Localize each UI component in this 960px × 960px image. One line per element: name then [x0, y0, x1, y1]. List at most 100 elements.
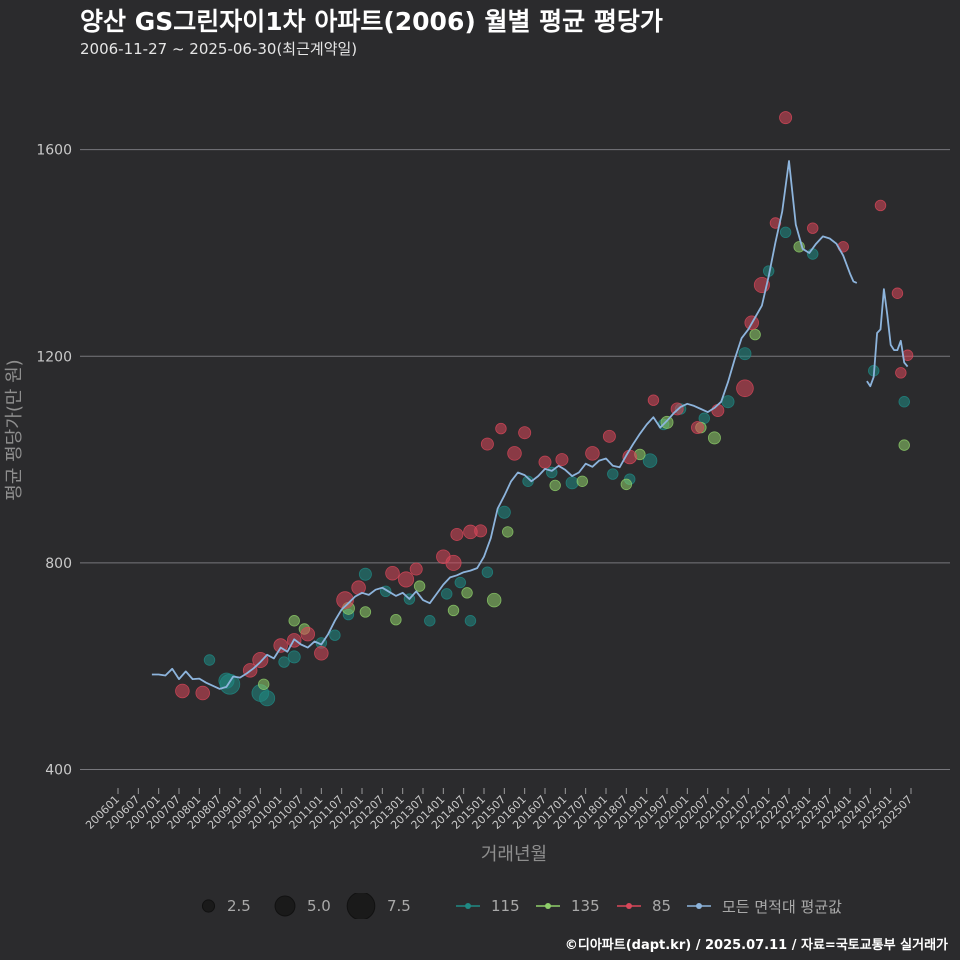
point-85	[175, 683, 190, 699]
legend-size-2.5: 2.5	[200, 893, 251, 919]
point-85	[336, 591, 354, 609]
point-115	[898, 396, 910, 408]
x-axis-ticks: 2006012006072007012007072008012008072009…	[83, 788, 915, 832]
point-115	[607, 468, 619, 480]
point-135	[707, 431, 721, 445]
point-115	[287, 650, 301, 664]
y-axis-title: 평균 평당가(만 원)	[4, 359, 25, 500]
point-115	[522, 475, 534, 487]
chart-subtitle: 2006-11-27 ~ 2025-06-30(최근계약일)	[80, 40, 358, 58]
legend-series-모든 면적대 평균값: 모든 면적대 평균값	[686, 893, 842, 919]
point-135	[898, 439, 910, 451]
point-115	[497, 505, 511, 519]
legend-size-label: 2.5	[227, 897, 251, 915]
point-85	[398, 571, 415, 588]
y-tick-label: 400	[45, 763, 72, 779]
point-115	[219, 673, 241, 695]
point-115	[464, 615, 477, 627]
point-85	[480, 437, 494, 451]
point-135	[576, 475, 588, 487]
point-135	[660, 415, 674, 429]
point-135	[390, 614, 402, 626]
point-85	[895, 367, 907, 379]
y-tick-label: 1200	[36, 349, 72, 365]
point-115	[481, 566, 494, 578]
point-115	[203, 654, 216, 666]
point-85	[891, 287, 904, 299]
point-85	[507, 446, 522, 461]
point-85	[736, 379, 754, 398]
point-135	[413, 580, 426, 592]
avg-line-segment	[151, 160, 858, 690]
point-85	[555, 453, 569, 467]
point-85	[314, 646, 329, 661]
legend-size-7.5: 7.5	[345, 893, 411, 919]
point-135	[447, 604, 460, 617]
point-115	[259, 690, 276, 707]
point-85	[409, 562, 423, 576]
point-115	[642, 453, 658, 468]
point-85	[538, 455, 552, 469]
point-85	[585, 446, 600, 461]
point-85	[691, 421, 704, 435]
legend-series-115: 115	[455, 893, 520, 919]
point-85	[779, 111, 793, 125]
legend-series-label: 모든 면적대 평균값	[722, 897, 842, 916]
point-135	[288, 615, 300, 627]
point-115	[441, 588, 453, 600]
point-115	[424, 615, 436, 627]
point-85	[647, 394, 660, 406]
legend-series-label: 85	[652, 897, 672, 915]
point-135	[486, 592, 502, 608]
point-135	[749, 328, 761, 341]
legend-size-5.0: 5.0	[273, 893, 331, 919]
point-85	[474, 524, 488, 538]
y-tick-label: 800	[45, 556, 72, 572]
point-85	[195, 685, 210, 701]
point-135	[502, 526, 514, 538]
point-115	[779, 226, 792, 239]
x-axis-title: 거래년월	[481, 844, 547, 865]
legend: 2.5 5.0 7.5 115 135 85 모든 면적대 평균값	[0, 893, 960, 919]
point-85	[300, 626, 316, 642]
point-85	[769, 217, 782, 229]
point-85	[385, 565, 400, 581]
legend-size-label: 7.5	[387, 897, 411, 915]
average-line	[151, 160, 909, 690]
legend-series-135: 135	[535, 893, 600, 919]
point-115	[329, 629, 341, 641]
legend-series-85: 85	[616, 893, 671, 919]
scatter-points	[175, 111, 914, 707]
point-85	[518, 426, 532, 440]
point-115	[738, 347, 752, 361]
point-85	[602, 429, 616, 443]
y-tick-label: 1600	[36, 143, 72, 159]
point-85	[495, 422, 507, 435]
point-85	[450, 528, 464, 541]
point-85	[252, 651, 269, 669]
footer-credit: ©디아파트(dapt.kr) / 2025.07.11 / 자료=국토교통부 실…	[564, 938, 948, 953]
point-85	[445, 554, 462, 571]
grid-lines	[80, 149, 950, 771]
y-axis-ticks: 400 800 1200 1600	[36, 143, 72, 779]
chart-title: 양산 GS그린자이1차 아파트(2006) 월별 평균 평당가	[80, 7, 663, 36]
point-135	[258, 678, 270, 690]
legend-series-label: 115	[491, 897, 520, 915]
point-115	[358, 567, 372, 581]
point-135	[359, 606, 372, 618]
point-115	[721, 395, 735, 409]
point-135	[549, 479, 561, 492]
avg-line-segment	[866, 288, 909, 388]
legend-series-label: 135	[571, 897, 600, 915]
legend-size-label: 5.0	[307, 897, 331, 915]
point-85	[711, 404, 725, 417]
point-115	[454, 576, 466, 589]
point-115	[278, 656, 290, 668]
point-135	[620, 478, 633, 491]
point-135	[461, 587, 473, 599]
point-85	[807, 222, 819, 234]
point-85	[874, 199, 887, 212]
point-115	[565, 476, 579, 490]
point-115	[807, 248, 819, 260]
